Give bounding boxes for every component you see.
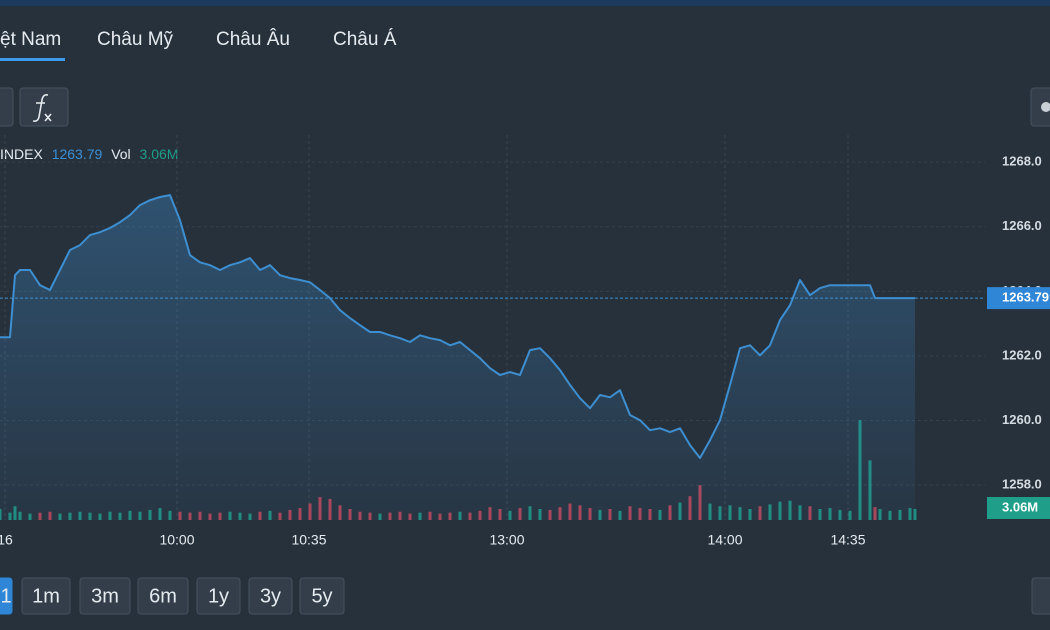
y-tick-label: 1266.0 [1002, 218, 1042, 233]
range-buttons: 1 1m 3m 6m 1y 3y 5y [0, 577, 345, 615]
range-button[interactable] [137, 577, 189, 615]
legend-price: 1263.79 [52, 146, 103, 162]
x-tick-label: 10:35 [291, 532, 326, 548]
x-tick-label: 13:00 [489, 532, 524, 548]
volume-tag [987, 497, 1050, 519]
range-button-label: 1y [208, 585, 229, 607]
price-tag-label: 1263.79 [1002, 290, 1049, 305]
x-tick-label: 10:00 [159, 532, 194, 548]
legend: INDEX 1263.79 Vol 3.06M [0, 146, 178, 162]
range-button[interactable] [21, 577, 71, 615]
formula-icon [32, 94, 52, 122]
range-button-label: 6m [149, 585, 177, 607]
y-tick-label: 1260.0 [1002, 412, 1042, 427]
plot: 1258.01260.01262.01264.01266.01268.01610… [0, 135, 1050, 548]
range-button[interactable] [196, 577, 241, 615]
legend-vol-label: Vol [111, 146, 130, 162]
fullscreen-button[interactable] [1031, 577, 1050, 615]
tab[interactable]: Châu Mỹ [97, 29, 174, 50]
settings-icon [1041, 102, 1050, 112]
range-button-label: 3y [260, 585, 281, 607]
range-button[interactable] [248, 577, 293, 615]
y-tick-label: 1258.0 [1002, 477, 1042, 492]
range-button[interactable] [0, 577, 13, 615]
legend-symbol: INDEX [0, 146, 43, 162]
active-tab-underline [0, 58, 65, 61]
price-line [0, 194, 915, 459]
range-button-label: 1 [0, 585, 11, 607]
range-button-label: 3m [91, 585, 119, 607]
y-tick-label: 1268.0 [1002, 154, 1042, 169]
legend-volume: 3.06M [140, 146, 179, 162]
formula-button[interactable] [19, 87, 69, 127]
price-area [0, 195, 915, 520]
x-tick-label: 16 [0, 532, 13, 548]
x-tick-label: 14:35 [830, 532, 865, 548]
range-button[interactable] [299, 577, 345, 615]
y-tick-label: 1262.0 [1002, 347, 1042, 362]
range-button-label: 1m [32, 585, 60, 607]
price-tag [987, 287, 1050, 310]
volume-tag-label: 3.06M [1002, 499, 1038, 514]
range-button-label: 5y [311, 585, 332, 607]
tab[interactable]: Châu Á [333, 29, 397, 50]
x-tick-label: 14:00 [707, 532, 742, 548]
range-button[interactable] [79, 577, 131, 615]
tabs: ệt Nam Châu Mỹ Châu Âu Châu Á [0, 28, 397, 50]
top-strip [0, 0, 1050, 6]
tab[interactable]: Châu Âu [216, 28, 290, 50]
settings-button[interactable] [1030, 87, 1050, 127]
tool-button[interactable] [0, 87, 14, 127]
tab[interactable]: ệt Nam [0, 29, 61, 50]
